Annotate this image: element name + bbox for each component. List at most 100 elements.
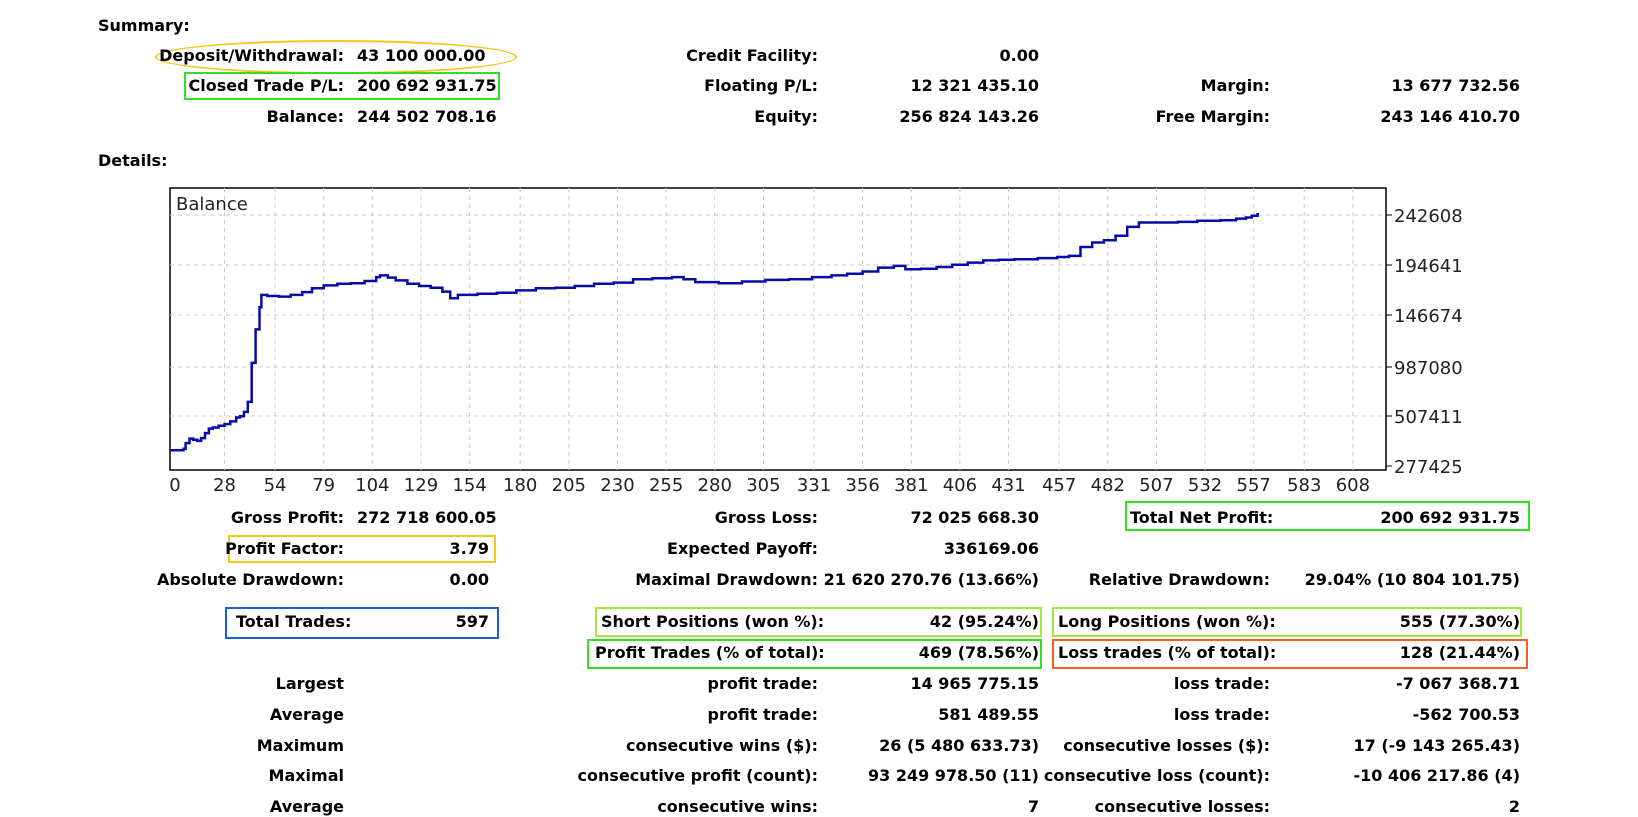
loss-trades-value: 128 (21.44%) (1399, 643, 1520, 662)
profit-trades-highlight (587, 639, 1042, 669)
closed-pl-value: 200 692 931.75 (357, 76, 497, 95)
chart-x-tick-label: 406 (943, 475, 977, 496)
credit-label: Credit Facility: (686, 46, 818, 65)
chart-balance-line (170, 213, 1259, 452)
loss-trades-label: Loss trades (% of total): (1058, 643, 1277, 662)
chart-x-tick-label: 431 (991, 475, 1025, 496)
chart-x-tick-label: 180 (503, 475, 537, 496)
chart-x-tick-label: 205 (552, 475, 586, 496)
balance-label: Balance: (266, 107, 344, 126)
chart-x-tick-label: 331 (797, 475, 831, 496)
credit-value: 0.00 (999, 46, 1039, 65)
chart-plot-area (169, 187, 1387, 471)
largest-profit-value: 14 965 775.15 (910, 674, 1039, 693)
total-trades-highlight (225, 607, 499, 639)
free-margin-value: 243 146 410.70 (1380, 107, 1520, 126)
largest-label: Largest (275, 674, 344, 693)
absolute-drawdown-value: 0.00 (449, 570, 489, 589)
chart-x-tick-label: 583 (1287, 475, 1321, 496)
chart-x-tick-label: 381 (894, 475, 928, 496)
balance-value: 244 502 708.16 (357, 107, 497, 126)
profit-factor-label: Profit Factor: (225, 539, 344, 558)
maximal-consecutive-loss-value: -10 406 217.86 (4) (1353, 766, 1520, 785)
chart-x-tick-label: 104 (355, 475, 389, 496)
chart-x-tick-label: 154 (452, 475, 486, 496)
gross-profit-value: 272 718 600.05 (357, 508, 497, 527)
chart-x-tick-label: 507 (1139, 475, 1173, 496)
average-consecutive-losses-label: consecutive losses: (1094, 797, 1270, 816)
largest-loss-label: loss trade: (1173, 674, 1270, 693)
chart-x-tick-label: 129 (404, 475, 438, 496)
average-consecutive-losses-value: 2 (1508, 797, 1520, 816)
gross-loss-value: 72 025 668.30 (910, 508, 1039, 527)
relative-drawdown-label: Relative Drawdown: (1088, 570, 1270, 589)
balance-chart: 242608 194641 146674 987080 507411 277425 0 28 5… (169, 187, 1463, 496)
chart-x-tick-label: 608 (1336, 475, 1370, 496)
chart-x-tick-label: 79 (312, 475, 335, 496)
chart-x-tick-label: 255 (649, 475, 683, 496)
chart-x-tick-label: 0 (169, 475, 180, 496)
chart-x-tick-label: 356 (845, 475, 879, 496)
maximal-label: Maximal (268, 766, 344, 785)
chart-x-tick-label: 230 (600, 475, 634, 496)
deposit-value: 43 100 000.00 (357, 46, 486, 65)
average-loss-value: -562 700.53 (1412, 705, 1520, 724)
chart-x-tick-label: 482 (1091, 475, 1125, 496)
closed-pl-highlight (184, 72, 500, 100)
total-net-profit-value: 200 692 931.75 (1380, 508, 1520, 527)
maximum-label: Maximum (256, 736, 344, 755)
chart-x-tick-label: 54 (264, 475, 287, 496)
total-trades-label: Total Trades: (236, 612, 352, 631)
margin-label: Margin: (1200, 76, 1270, 95)
long-positions-highlight (1052, 607, 1522, 637)
summary-heading: Summary: (98, 16, 190, 35)
chart-y-tick-label: 507411 (1394, 407, 1463, 428)
chart-x-tick-label: 457 (1042, 475, 1076, 496)
maximal-consecutive-profit-label: consecutive profit (count): (577, 766, 818, 785)
loss-trades-highlight (1052, 639, 1528, 669)
chart-y-tick-label: 277425 (1394, 457, 1463, 478)
chart-y-tick-label: 242608 (1394, 206, 1463, 227)
profit-trades-label: Profit Trades (% of total): (595, 643, 825, 662)
total-net-profit-highlight (1125, 501, 1530, 531)
chart-x-tick-label: 280 (698, 475, 732, 496)
equity-label: Equity: (754, 107, 818, 126)
closed-pl-label: Closed Trade P/L: (188, 76, 345, 95)
details-heading: Details: (98, 151, 168, 170)
short-positions-value: 42 (95.24%) (929, 612, 1039, 631)
max-consecutive-losses-label: consecutive losses ($): (1063, 736, 1270, 755)
average-loss-label: loss trade: (1173, 705, 1270, 724)
largest-profit-label: profit trade: (707, 674, 818, 693)
profit-factor-value: 3.79 (449, 539, 489, 558)
expected-payoff-label: Expected Payoff: (667, 539, 818, 558)
relative-drawdown-value: 29.04% (10 804 101.75) (1304, 570, 1520, 589)
average-consecutive-label: Average (269, 797, 344, 816)
total-net-profit-label: Total Net Profit: (1130, 508, 1274, 527)
long-positions-label: Long Positions (won %): (1058, 612, 1276, 631)
average-consecutive-wins-value: 7 (1027, 797, 1039, 816)
chart-y-tick-label: 987080 (1394, 358, 1463, 379)
chart-title: Balance (176, 194, 248, 215)
free-margin-label: Free Margin: (1155, 107, 1270, 126)
max-consecutive-losses-value: 17 (-9 143 265.43) (1353, 736, 1520, 755)
largest-loss-value: -7 067 368.71 (1395, 674, 1520, 693)
average-consecutive-wins-label: consecutive wins: (657, 797, 818, 816)
average-profit-label: profit trade: (707, 705, 818, 724)
expected-payoff-value: 336169.06 (943, 539, 1039, 558)
chart-x-tick-label: 557 (1237, 475, 1271, 496)
long-positions-value: 555 (77.30%) (1399, 612, 1520, 631)
gross-loss-label: Gross Loss: (714, 508, 818, 527)
chart-x-tick-label: 28 (213, 475, 236, 496)
chart-y-tick-label: 146674 (1394, 306, 1463, 327)
maximal-consecutive-profit-value: 93 249 978.50 (11) (867, 766, 1039, 785)
maximal-drawdown-value: 21 620 270.76 (13.66%) (823, 570, 1039, 589)
profit-factor-highlight (228, 535, 496, 563)
maximal-drawdown-label: Maximal Drawdown: (635, 570, 818, 589)
short-positions-label: Short Positions (won %): (601, 612, 825, 631)
chart-x-tick-label: 305 (746, 475, 780, 496)
maximal-consecutive-loss-label: consecutive loss (count): (1043, 766, 1270, 785)
chart-y-tick-label: 194641 (1394, 256, 1463, 277)
average-profit-value: 581 489.55 (938, 705, 1039, 724)
floating-pl-value: 12 321 435.10 (910, 76, 1039, 95)
deposit-label: Deposit/Withdrawal: (159, 46, 344, 65)
